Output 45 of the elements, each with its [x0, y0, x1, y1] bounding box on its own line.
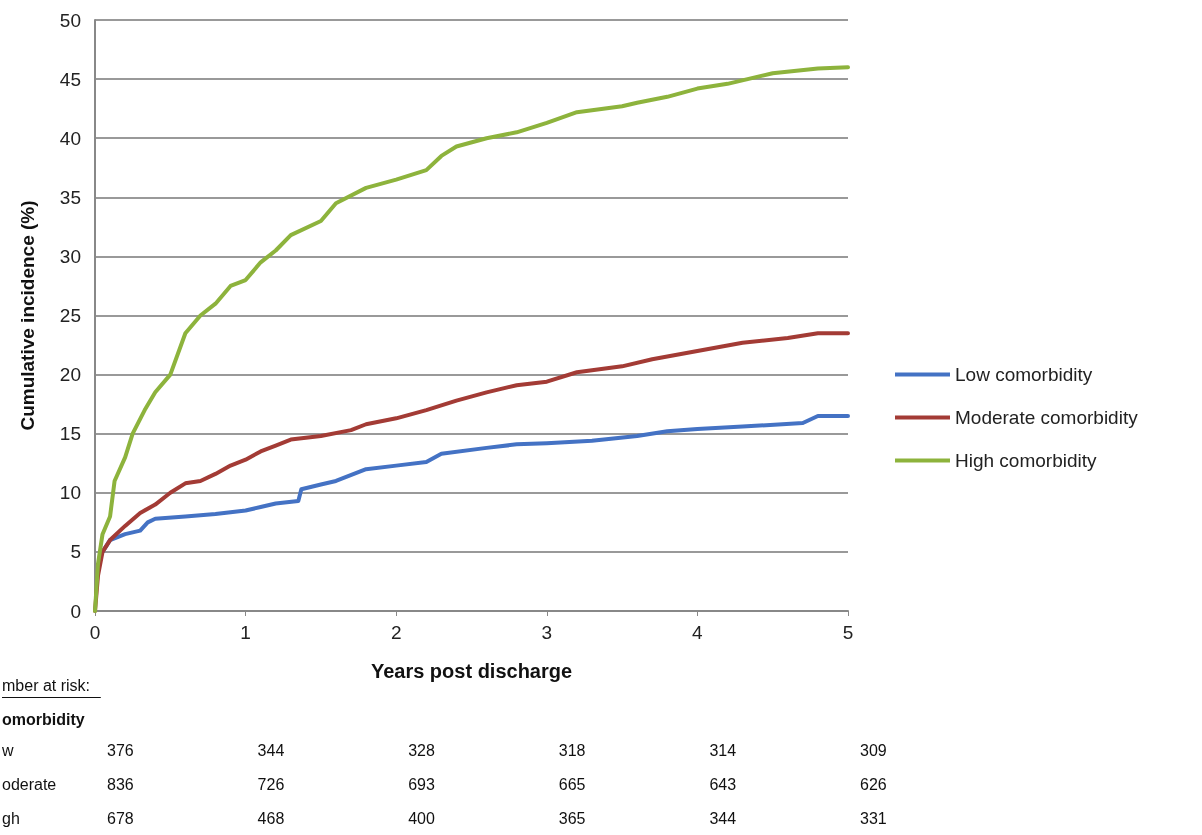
text: 643: [709, 775, 737, 793]
text: 344: [709, 809, 737, 827]
text: 693: [408, 775, 435, 793]
text: 665: [558, 775, 586, 793]
text: 376: [107, 741, 134, 759]
y-axis-title: Cumulative incidence (%): [17, 200, 38, 431]
text: mber at risk:: [2, 676, 91, 694]
text: 314: [709, 741, 737, 759]
x-tick-label: 1: [240, 622, 251, 643]
x-tick-label: 3: [541, 622, 553, 643]
text: 331: [860, 809, 887, 827]
x-tick-label: 5: [842, 622, 854, 643]
text: gh: [2, 809, 20, 827]
text: 678: [107, 809, 134, 827]
y-tick-label: 5: [70, 541, 81, 563]
text: 836: [107, 775, 134, 793]
y-tick-label: 25: [59, 305, 81, 326]
x-tick-label: 2: [390, 622, 402, 643]
legend-label: Moderate comorbidity: [955, 407, 1139, 428]
text: 365: [558, 809, 586, 827]
text: omorbidity: [2, 710, 85, 728]
y-tick-label: 0: [70, 600, 81, 622]
text: 400: [408, 809, 435, 827]
x-tick-label: 4: [692, 622, 704, 643]
text: 318: [558, 741, 586, 759]
text: 726: [257, 775, 285, 793]
y-tick-label: 50: [59, 9, 81, 31]
y-tick-label: 10: [59, 482, 81, 504]
text: 328: [408, 741, 435, 759]
text: 344: [257, 741, 285, 759]
y-tick-label: 20: [59, 364, 81, 386]
y-tick-label: 15: [59, 423, 81, 445]
text: w: [1, 741, 14, 759]
y-tick-label: 40: [59, 127, 81, 149]
text: 468: [257, 809, 285, 827]
text: oderate: [2, 775, 57, 793]
y-tick-label: 45: [59, 68, 81, 90]
legend-label: Low comorbidity: [955, 364, 1093, 385]
y-tick-label: 30: [59, 245, 81, 267]
y-tick-label: 35: [59, 186, 81, 208]
text: 626: [860, 775, 887, 793]
x-tick-label: 0: [89, 622, 101, 643]
legend-label: High comorbidity: [955, 450, 1097, 471]
x-axis-title: Years post discharge: [370, 660, 573, 682]
text: 309: [860, 741, 887, 759]
